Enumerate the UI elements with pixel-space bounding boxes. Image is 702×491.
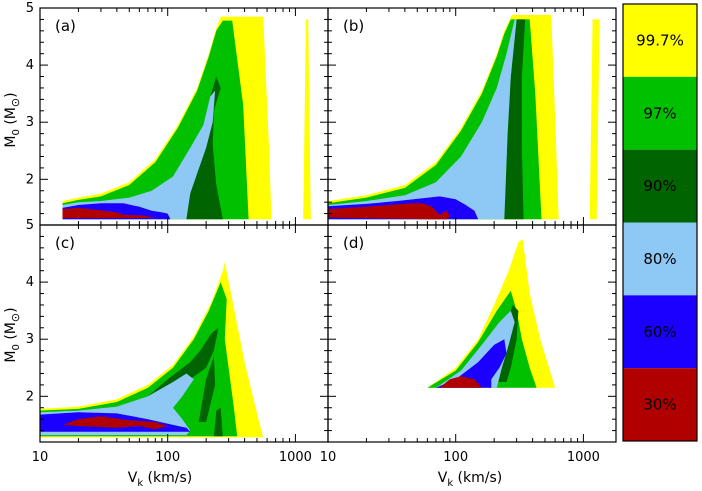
x-tick-label: 10	[32, 450, 49, 465]
y-axis-title-top: M0 (M⊙)	[3, 92, 22, 147]
contour-region-80pct	[328, 19, 517, 220]
legend-frame	[622, 3, 698, 442]
y-tick-label: 3	[26, 332, 34, 347]
legend-swatch	[623, 4, 697, 77]
y-tick-label: 2	[26, 389, 34, 404]
y-tick-label: 4	[26, 58, 34, 73]
contour-region-60pct	[435, 339, 507, 388]
panel-label: (b)	[343, 17, 364, 35]
legend-label: 30%	[643, 396, 676, 414]
contour-region-90pct	[198, 356, 216, 422]
panel-1-contours	[62, 16, 311, 220]
contour-region-80pct	[62, 90, 216, 220]
panel-3-contours	[40, 262, 264, 438]
panel-label: (c)	[55, 234, 75, 252]
legend-swatch	[623, 149, 697, 223]
axes: 2 3 4 5 (a) (b) 2 3 4 5 10 100 1000 (c) 10 100 1000 (d)	[26, 1, 617, 465]
x-tick-label: 10	[320, 450, 337, 465]
contour-region-30pct	[328, 203, 450, 220]
legend-swatch	[623, 222, 697, 296]
y-tick-label: 5	[26, 218, 34, 233]
x-axis-title-right: Vk (km/s)	[438, 470, 503, 489]
panel-label: (d)	[343, 234, 364, 252]
contour-region-30pct	[439, 376, 482, 388]
contour-region-99-7pct	[303, 19, 311, 220]
legend: 99.7% 97% 90% 80% 60% 30%	[622, 3, 698, 442]
contour-region-99-7pct	[589, 19, 600, 220]
panel-label: (a)	[55, 17, 76, 35]
legend-swatch	[623, 76, 697, 150]
y-tick-label: 3	[26, 115, 34, 130]
x-tick-label: 1000	[567, 450, 600, 465]
x-tick-label: 100	[443, 450, 468, 465]
panels	[40, 14, 600, 438]
contour-region-30pct	[62, 207, 156, 219]
contour-region-90pct	[504, 19, 526, 220]
legend-label: 90%	[643, 177, 676, 195]
legend-label: 97%	[643, 104, 676, 122]
y-axis-title-bottom: M0 (M⊙)	[3, 307, 22, 362]
legend-swatch	[623, 295, 697, 369]
legend-label: 80%	[643, 250, 676, 268]
x-axis-title-left: Vk (km/s)	[128, 470, 193, 489]
panel-frame	[327, 224, 617, 443]
contour-region-97pct	[40, 282, 238, 437]
legend-label: 99.7%	[636, 31, 684, 49]
panel-2-contours	[328, 14, 600, 220]
contour-region-90pct	[62, 327, 219, 415]
contour-region-30pct	[62, 416, 168, 430]
legend-label: 60%	[643, 323, 676, 341]
x-tick-label: 1000	[279, 450, 312, 465]
y-tick-label: 4	[26, 275, 34, 290]
contour-region-90pct	[213, 407, 223, 437]
legend-swatch	[623, 368, 697, 441]
y-tick-label: 2	[26, 172, 34, 187]
y-tick-label: 5	[26, 1, 34, 16]
x-tick-label: 100	[155, 450, 180, 465]
panel-4-contours	[427, 239, 556, 388]
